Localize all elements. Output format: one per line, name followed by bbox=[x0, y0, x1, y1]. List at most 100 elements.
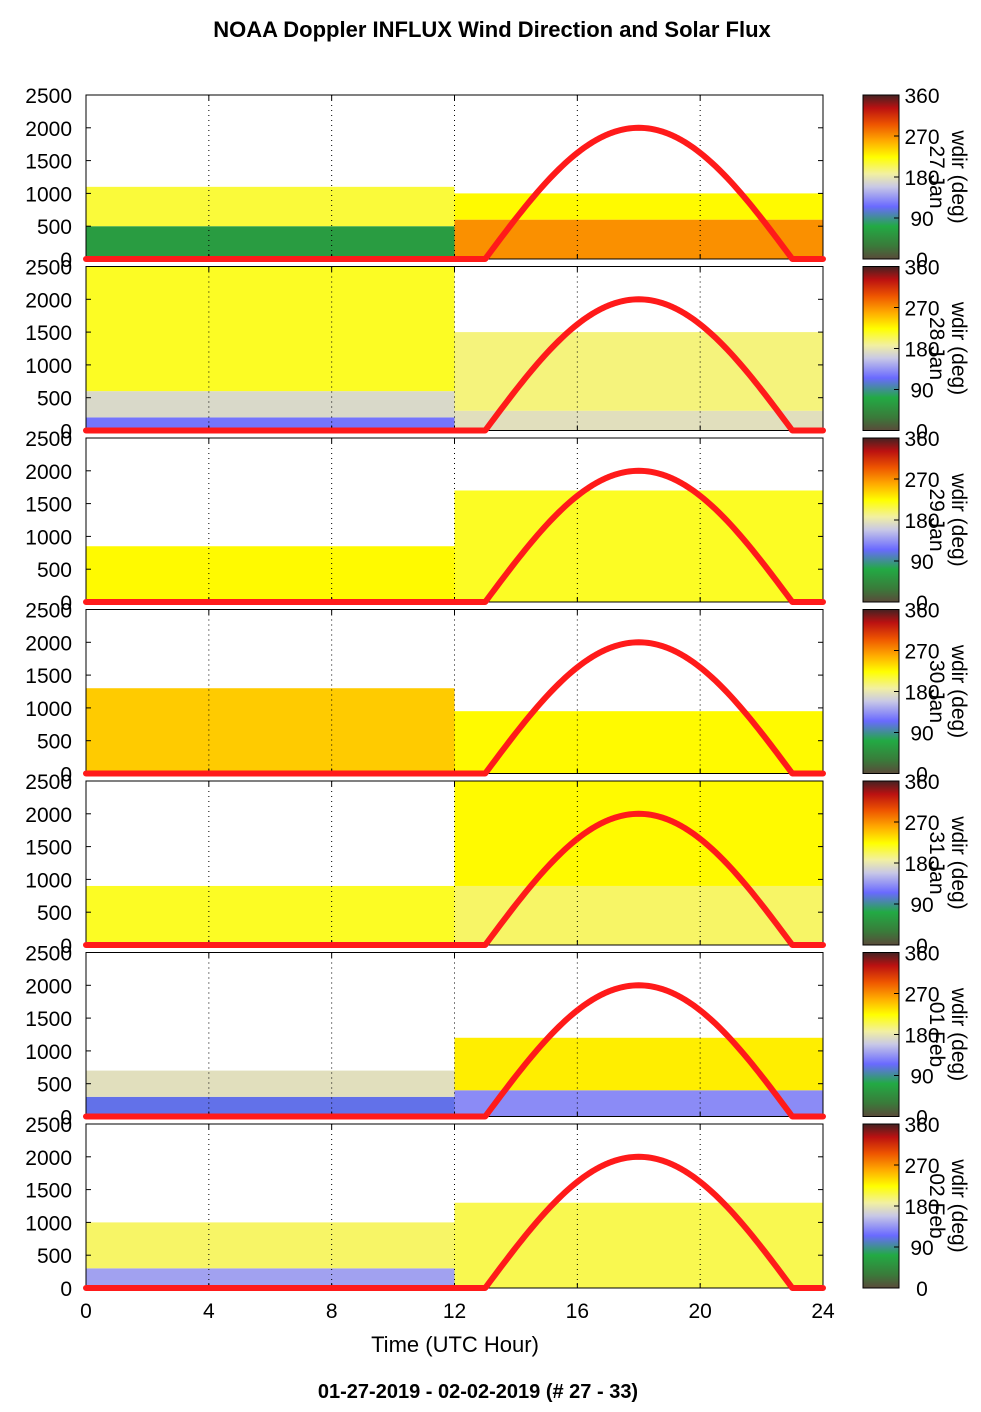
wind-direction-cell bbox=[454, 410, 823, 431]
x-tick-label: 0 bbox=[80, 1300, 92, 1323]
colorbar-tick-label: 270 bbox=[904, 126, 939, 149]
solar-flux-curve bbox=[83, 810, 826, 948]
colorbar-tick-label: 360 bbox=[904, 257, 939, 280]
y-tick-label: 2500 bbox=[25, 771, 72, 794]
colorbar bbox=[862, 609, 900, 774]
colorbar bbox=[862, 780, 900, 946]
panel: 0 500 1000 1500 2000 2500 0 90 180 270 360 wdir (de… bbox=[25, 1114, 970, 1323]
y-tick-label: 0 bbox=[60, 1107, 72, 1130]
x-tick-label: 24 bbox=[811, 1300, 835, 1323]
y-tick-label: 2500 bbox=[25, 257, 72, 280]
colorbar-tick-label: 0 bbox=[916, 1107, 928, 1130]
chart-title: NOAA Doppler INFLUX Wind Direction and S… bbox=[213, 17, 771, 42]
wind-direction-cell bbox=[454, 490, 823, 602]
colorbar-tick-label: 90 bbox=[910, 551, 933, 574]
colorbar-tick-label: 360 bbox=[904, 943, 939, 966]
colorbar bbox=[862, 1123, 900, 1289]
y-tick-label: 1500 bbox=[25, 494, 72, 517]
colorbar-tick-label: 360 bbox=[904, 1114, 939, 1137]
x-tick-label: 8 bbox=[326, 1300, 338, 1323]
wind-direction-cell bbox=[454, 1090, 823, 1117]
y-tick-label: 500 bbox=[37, 1245, 72, 1268]
wind-direction-cell bbox=[86, 226, 455, 259]
y-tick-label: 1500 bbox=[25, 665, 72, 688]
colorbar-tick-label: 90 bbox=[910, 894, 933, 917]
y-tick-label: 1500 bbox=[25, 1008, 72, 1031]
y-tick-label: 500 bbox=[37, 559, 72, 582]
wind-direction-cell bbox=[86, 1096, 455, 1117]
colorbar-tick-label: 90 bbox=[910, 1237, 933, 1260]
x-tick-label: 4 bbox=[203, 1300, 215, 1323]
solar-flux-curve bbox=[83, 639, 826, 777]
y-tick-label: 2000 bbox=[25, 632, 72, 655]
wind-direction-cell bbox=[86, 391, 455, 418]
wind-direction-cell bbox=[86, 186, 455, 227]
colorbar-tick-label: 90 bbox=[910, 723, 933, 746]
wind-direction-cell bbox=[454, 781, 823, 886]
x-tick-label: 20 bbox=[688, 1300, 711, 1323]
x-tick-label: 16 bbox=[566, 1300, 589, 1323]
colorbar-tick-label: 180 bbox=[904, 682, 939, 705]
colorbar-tick-label: 180 bbox=[904, 1196, 939, 1219]
x-tick-label: 12 bbox=[443, 1300, 466, 1323]
y-tick-label: 2500 bbox=[25, 600, 72, 623]
wind-direction-cell bbox=[86, 1070, 455, 1097]
colorbar-tick-label: 270 bbox=[904, 984, 939, 1007]
y-tick-label: 2000 bbox=[25, 289, 72, 312]
colorbar-tick-label: 360 bbox=[904, 85, 939, 108]
panel-day-label: 02 Feb bbox=[925, 1173, 948, 1238]
colorbar-tick-label: 360 bbox=[904, 600, 939, 623]
colorbar-label: wdir (deg) bbox=[947, 129, 970, 223]
panel-day-label: 30 Jan bbox=[925, 660, 948, 723]
solar-flux-curve bbox=[83, 1153, 826, 1291]
y-tick-label: 1000 bbox=[25, 355, 72, 378]
solar-flux-curve bbox=[83, 467, 826, 605]
wind-direction-cell bbox=[86, 1268, 455, 1288]
colorbar-tick-label: 270 bbox=[904, 469, 939, 492]
panel: 0 500 1000 1500 2000 2500 0 90 180 270 360 wdir (de… bbox=[25, 257, 970, 444]
y-tick-label: 500 bbox=[37, 902, 72, 925]
y-tick-label: 1000 bbox=[25, 183, 72, 206]
colorbar-label: wdir (deg) bbox=[947, 1158, 970, 1252]
colorbar-tick-label: 180 bbox=[904, 339, 939, 362]
colorbar-tick-label: 360 bbox=[904, 428, 939, 451]
colorbar-tick-label: 0 bbox=[916, 1278, 928, 1301]
panel-day-label: 28 Jan bbox=[925, 317, 948, 380]
colorbar-tick-label: 270 bbox=[904, 812, 939, 835]
panel-day-label: 29 Jan bbox=[925, 488, 948, 551]
y-tick-label: 0 bbox=[60, 592, 72, 615]
y-tick-label: 1500 bbox=[25, 151, 72, 174]
y-tick-label: 2000 bbox=[25, 1147, 72, 1170]
solar-flux-curve bbox=[83, 982, 826, 1120]
y-tick-label: 500 bbox=[37, 731, 72, 754]
colorbar-tick-label: 270 bbox=[904, 1155, 939, 1178]
x-axis-label: Time (UTC Hour) bbox=[371, 1332, 539, 1357]
y-tick-label: 0 bbox=[60, 764, 72, 787]
colorbar-tick-label: 180 bbox=[904, 853, 939, 876]
wind-direction-cell bbox=[86, 885, 455, 945]
y-tick-label: 2000 bbox=[25, 461, 72, 484]
panel: 0 500 1000 1500 2000 2500 0 90 180 270 360 wdir (de… bbox=[25, 943, 970, 1130]
wind-direction-cell bbox=[454, 885, 823, 945]
panel-day-label: 27 Jan bbox=[925, 145, 948, 208]
y-tick-label: 500 bbox=[37, 388, 72, 411]
colorbar-label: wdir (deg) bbox=[947, 301, 970, 395]
solar-flux-curve bbox=[83, 124, 826, 262]
panel: 0 500 1000 1500 2000 2500 0 90 180 270 360 wdir (de… bbox=[25, 600, 970, 787]
y-tick-label: 0 bbox=[60, 935, 72, 958]
y-tick-label: 0 bbox=[60, 1278, 72, 1301]
colorbar-tick-label: 180 bbox=[904, 1025, 939, 1048]
panel-day-label: 31 Jan bbox=[925, 831, 948, 894]
colorbar-label: wdir (deg) bbox=[947, 644, 970, 738]
y-tick-label: 2500 bbox=[25, 943, 72, 966]
y-tick-label: 1000 bbox=[25, 698, 72, 721]
y-tick-label: 2000 bbox=[25, 975, 72, 998]
colorbar-tick-label: 0 bbox=[916, 592, 928, 615]
colorbar-label: wdir (deg) bbox=[947, 987, 970, 1081]
wind-direction-cell bbox=[454, 193, 823, 220]
colorbar-tick-label: 90 bbox=[910, 1066, 933, 1089]
wind-direction-cell bbox=[454, 1202, 823, 1288]
colorbar-tick-label: 270 bbox=[904, 298, 939, 321]
colorbar-tick-label: 270 bbox=[904, 641, 939, 664]
